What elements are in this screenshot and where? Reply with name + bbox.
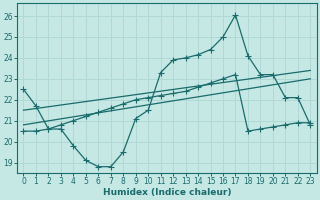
X-axis label: Humidex (Indice chaleur): Humidex (Indice chaleur): [103, 188, 231, 197]
